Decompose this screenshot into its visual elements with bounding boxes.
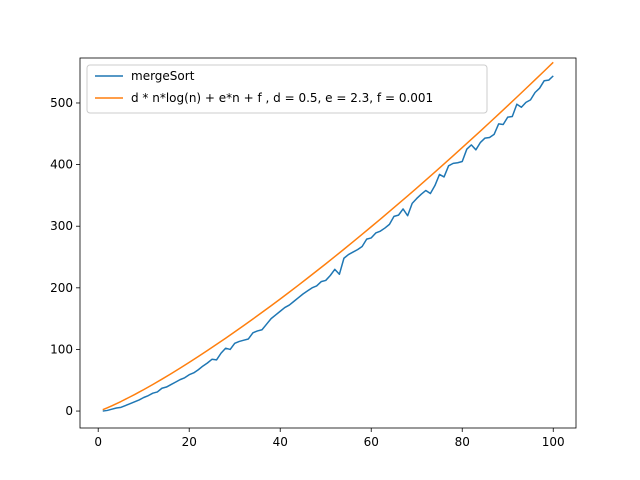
y-tick-label: 500 [50,96,73,110]
x-tick-label: 40 [273,435,288,449]
x-axis: 0 20 40 60 80 100 [94,428,565,449]
plot-frame [79,57,577,429]
legend-box [86,64,488,114]
y-tick-label: 300 [50,219,73,233]
series-line-mergesort [102,75,554,412]
series-line-fit-curve [102,61,554,411]
legend: mergeSort d * n*log(n) + e*n + f , d = 0… [86,64,488,114]
y-tick-label: 100 [50,342,73,356]
x-tick-label: 60 [364,435,379,449]
y-tick-label: 200 [50,281,73,295]
x-tick-label: 100 [542,435,565,449]
y-tick-label: 0 [65,404,73,418]
x-tick-label: 0 [94,435,102,449]
y-tick-label: 400 [50,158,73,172]
y-axis: 0 100 200 300 400 500 [50,96,80,418]
legend-label-fit-curve: d * n*log(n) + e*n + f , d = 0.5, e = 2.… [131,91,433,105]
x-tick-label: 80 [455,435,470,449]
x-tick-label: 20 [182,435,197,449]
legend-label-mergesort: mergeSort [131,69,195,83]
series-layer [102,61,554,412]
